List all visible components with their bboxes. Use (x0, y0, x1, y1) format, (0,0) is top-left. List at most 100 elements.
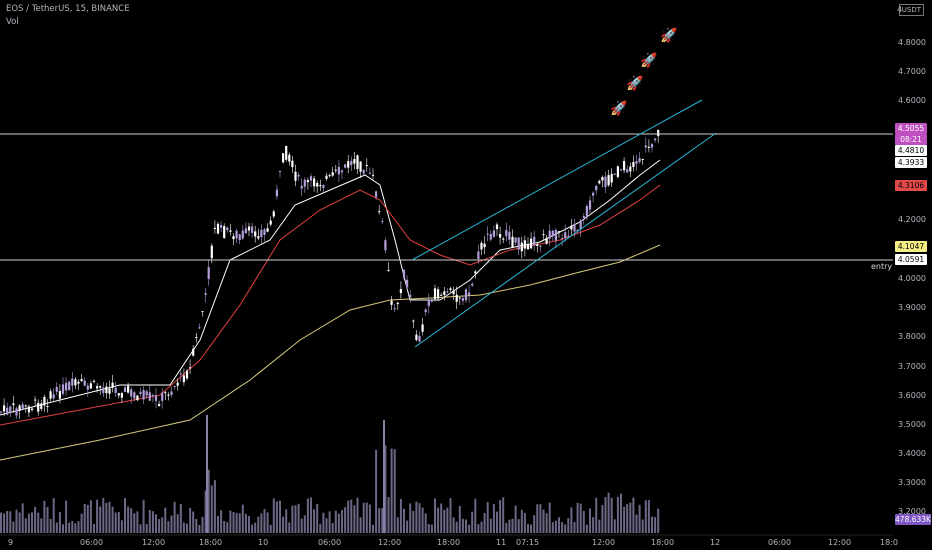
volume-bar (232, 511, 235, 533)
volume-bar (248, 516, 250, 533)
volume-bar (657, 508, 660, 533)
candle-body (561, 238, 564, 240)
rocket-icon[interactable]: 🚀 (660, 28, 678, 44)
volume-bar (198, 524, 201, 533)
time-tick-label: 18:0 (880, 538, 898, 547)
volume-bar (99, 506, 102, 533)
time-tick-label: 10 (258, 538, 268, 547)
candle-body (542, 234, 545, 236)
price-tick-label: 3.5000 (898, 420, 926, 429)
candle-body (368, 172, 371, 174)
volume-bar (396, 517, 399, 533)
candle-body (306, 180, 309, 183)
candle-body (418, 335, 421, 342)
volume-bar (353, 505, 356, 533)
candle-body (176, 382, 179, 386)
ema-fast-line[interactable] (0, 159, 661, 416)
rocket-icon[interactable]: 🚀 (626, 76, 644, 92)
volume-bar (111, 506, 114, 533)
volume-bar (58, 511, 61, 533)
candle-body (102, 387, 105, 394)
symbol-title[interactable]: EOS / TetherUS, 15, BINANCE (6, 4, 130, 14)
candle-body (278, 170, 282, 172)
volume-bar (86, 504, 89, 533)
rocket-icon[interactable]: 🚀 (640, 53, 658, 69)
candle-body (6, 407, 9, 415)
candle-body (266, 228, 269, 232)
volume-legend-label[interactable]: Vol (6, 17, 19, 27)
channel-lower-line[interactable] (414, 132, 717, 348)
volume-bar (551, 522, 554, 533)
candle-body (251, 226, 254, 233)
candle-body (235, 230, 238, 239)
volume-bar (213, 480, 216, 533)
volume-bar (465, 519, 467, 533)
volume-bar (502, 497, 505, 533)
candle-body (92, 380, 96, 382)
volume-bar (217, 515, 219, 533)
candle-body (644, 145, 647, 148)
rocket-icon[interactable]: 🚀 (610, 101, 628, 117)
volume-bar (554, 520, 557, 533)
time-tick-label: 18:00 (651, 538, 674, 547)
candle-body (508, 231, 511, 240)
candle-body (619, 169, 623, 171)
channel-upper-line[interactable] (411, 99, 703, 261)
candle-body (303, 179, 306, 187)
candle-body (108, 388, 111, 394)
candle-body (433, 288, 437, 300)
volume-bar (523, 513, 526, 533)
volume-bar (530, 524, 533, 533)
candle-body (58, 391, 61, 399)
price-tick-label: 4.2000 (898, 215, 926, 224)
volume-bar (322, 512, 325, 533)
volume-bar (164, 507, 167, 533)
candle-body (437, 289, 440, 299)
candle-body (446, 291, 449, 293)
volume-bar (567, 518, 570, 533)
volume-bar (341, 510, 343, 533)
volume-bar (359, 517, 362, 533)
candle-body (375, 191, 378, 198)
candle-body (359, 161, 362, 172)
volume-bar (139, 524, 142, 533)
candle-body (592, 192, 595, 196)
candle-body (313, 178, 316, 187)
volume-bar (383, 420, 385, 533)
volume-bar (570, 507, 573, 533)
candle-body (502, 238, 505, 240)
volume-bar (468, 524, 471, 533)
volume-bar (415, 501, 418, 533)
candle-body (65, 382, 68, 391)
volume-bar (542, 509, 545, 533)
candle-body (229, 230, 232, 232)
volume-bar (316, 503, 319, 533)
volume-bar (158, 519, 161, 533)
candle-body (365, 165, 368, 167)
candle-body (452, 290, 455, 295)
candle-body (626, 169, 629, 173)
volume-bar (461, 518, 464, 533)
candle-body (198, 327, 201, 329)
volume-bar (483, 512, 486, 533)
symbol-header[interactable]: EOS / TetherUS, 15, BINANCE (6, 3, 130, 15)
candle-body (350, 160, 353, 166)
candle-body (170, 391, 173, 395)
volume-bar (527, 524, 529, 533)
ema-red-line[interactable] (0, 184, 661, 426)
ema-yellow-line[interactable] (0, 244, 661, 461)
volume-bar (499, 500, 502, 533)
volume-bar (170, 515, 173, 533)
candle-body (322, 185, 325, 188)
volume-bar (74, 523, 77, 533)
volume-bar (626, 504, 629, 533)
volume-bar (480, 521, 483, 533)
volume-bar (235, 512, 238, 533)
candle-body (154, 395, 158, 401)
candle-body (244, 228, 247, 234)
currency-label[interactable]: USDT (898, 4, 924, 16)
candle-body (607, 175, 610, 186)
volume-bar (406, 520, 409, 533)
volume-bar (161, 517, 164, 533)
